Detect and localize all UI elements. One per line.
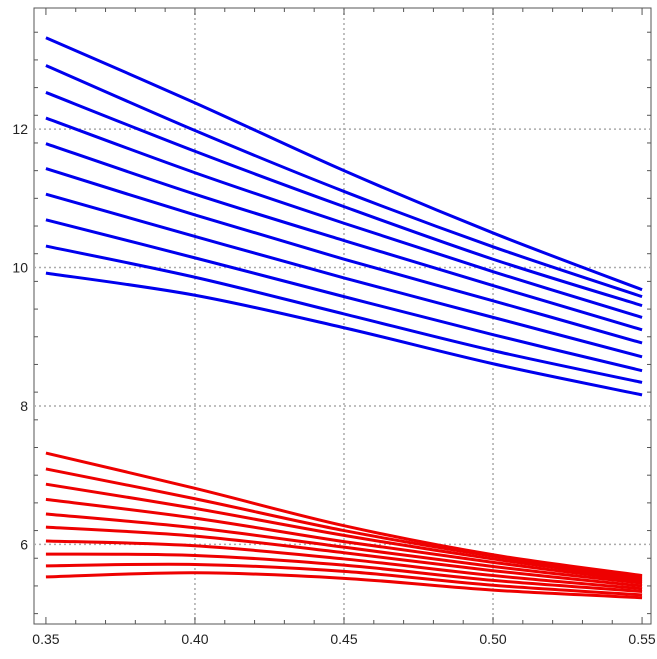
x-tick-label: 0.40 bbox=[181, 631, 208, 647]
series-line-20 bbox=[45, 571, 643, 600]
x-tick-labels: 0.35 0.40 0.45 0.50 0.55 bbox=[32, 631, 656, 647]
y-tick-label: 12 bbox=[12, 121, 28, 137]
series-line-12 bbox=[45, 467, 643, 579]
y-tick-label: 10 bbox=[12, 260, 28, 276]
series-line-6 bbox=[45, 167, 643, 345]
series-line-18 bbox=[45, 552, 643, 593]
x-tick-label: 0.55 bbox=[628, 631, 655, 647]
series-line-19 bbox=[45, 562, 643, 597]
series-line-4 bbox=[45, 116, 643, 319]
series-line-10 bbox=[45, 271, 643, 397]
series-line-1 bbox=[45, 36, 643, 292]
series-line-17 bbox=[45, 539, 643, 591]
series-line-14 bbox=[45, 497, 643, 583]
series-line-7 bbox=[45, 192, 643, 359]
x-tick-label: 0.35 bbox=[32, 631, 59, 647]
x-tick-label: 0.50 bbox=[479, 631, 506, 647]
axis-ticks bbox=[34, 8, 651, 624]
curves bbox=[45, 36, 643, 600]
series-line-8 bbox=[45, 218, 643, 373]
series-line-2 bbox=[45, 64, 643, 299]
series-line-3 bbox=[45, 91, 643, 308]
y-tick-labels: 6 8 10 12 bbox=[12, 121, 28, 552]
series-line-9 bbox=[45, 244, 643, 384]
y-tick-label: 8 bbox=[20, 398, 28, 414]
series-line-13 bbox=[45, 482, 643, 581]
y-tick-label: 6 bbox=[20, 536, 28, 552]
series-line-15 bbox=[45, 512, 643, 585]
x-tick-label: 0.45 bbox=[330, 631, 357, 647]
series-line-5 bbox=[45, 142, 643, 332]
series-line-16 bbox=[45, 525, 643, 588]
